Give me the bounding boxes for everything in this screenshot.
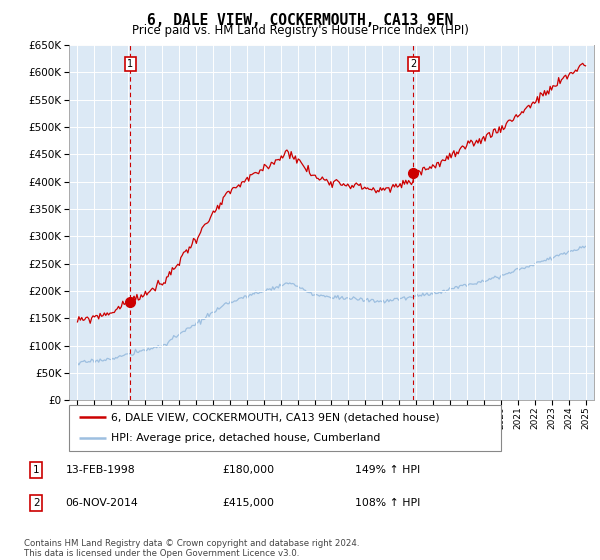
Text: 06-NOV-2014: 06-NOV-2014 [65,498,138,507]
Text: 2: 2 [410,59,416,69]
Text: Price paid vs. HM Land Registry's House Price Index (HPI): Price paid vs. HM Land Registry's House … [131,24,469,37]
Text: 6, DALE VIEW, COCKERMOUTH, CA13 9EN (detached house): 6, DALE VIEW, COCKERMOUTH, CA13 9EN (det… [112,412,440,422]
Text: 2: 2 [33,498,40,507]
Text: £415,000: £415,000 [223,498,275,507]
Text: 13-FEB-1998: 13-FEB-1998 [65,465,135,475]
Text: 108% ↑ HPI: 108% ↑ HPI [355,498,421,507]
Text: 1: 1 [33,465,40,475]
Text: 149% ↑ HPI: 149% ↑ HPI [355,465,421,475]
Text: 6, DALE VIEW, COCKERMOUTH, CA13 9EN: 6, DALE VIEW, COCKERMOUTH, CA13 9EN [147,13,453,28]
Text: £180,000: £180,000 [223,465,275,475]
Text: 1: 1 [127,59,133,69]
Text: Contains HM Land Registry data © Crown copyright and database right 2024.
This d: Contains HM Land Registry data © Crown c… [24,539,359,558]
Text: HPI: Average price, detached house, Cumberland: HPI: Average price, detached house, Cumb… [112,433,381,444]
